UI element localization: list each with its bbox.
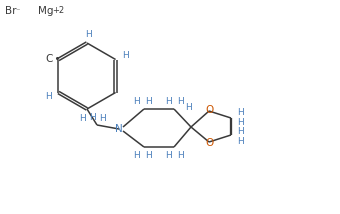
Text: Mg: Mg (38, 6, 53, 16)
Text: N: N (115, 124, 123, 134)
Text: H: H (144, 97, 151, 106)
Text: C: C (45, 54, 52, 64)
Text: H: H (165, 97, 171, 106)
Text: H: H (86, 30, 92, 39)
Text: H: H (100, 113, 106, 122)
Text: H: H (238, 137, 244, 146)
Text: H: H (122, 51, 129, 60)
Text: H: H (80, 113, 86, 122)
Text: H: H (176, 97, 183, 106)
Text: H: H (90, 113, 96, 122)
Text: Br: Br (5, 6, 17, 16)
Text: H: H (134, 152, 140, 160)
Text: H: H (165, 152, 171, 160)
Text: H: H (185, 103, 191, 111)
Text: H: H (45, 92, 52, 101)
Text: H: H (176, 152, 183, 160)
Text: H: H (144, 152, 151, 160)
Text: H: H (238, 117, 244, 126)
Text: H: H (134, 97, 140, 106)
Text: ⁻: ⁻ (15, 6, 19, 15)
Text: H: H (238, 126, 244, 135)
Text: O: O (206, 138, 214, 148)
Text: O: O (206, 105, 214, 115)
Text: H: H (238, 107, 244, 116)
Text: +2: +2 (52, 6, 64, 15)
